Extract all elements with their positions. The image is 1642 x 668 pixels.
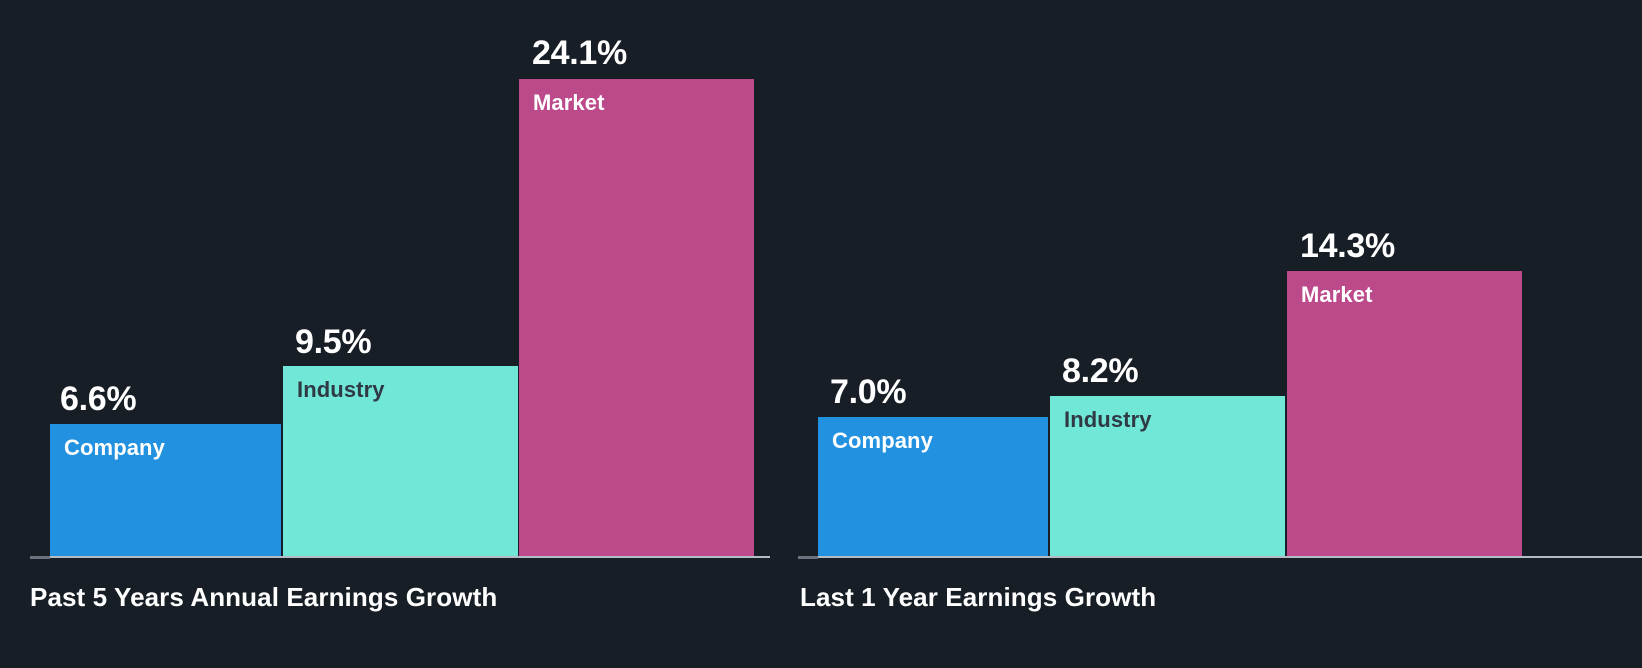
chart-panel-last-1-year: Company 7.0% Industry 8.2% Market 14.3% … [795,0,1642,668]
bar-label-company-left: Company [64,435,165,460]
plot-area-left: Company 6.6% Industry 9.5% Market 24.1% [0,0,800,557]
bar-value-company-right: 7.0% [830,373,907,411]
bar-value-industry-left: 9.5% [295,323,372,361]
bar-fill-market-right [1287,271,1522,557]
bar-label-company-right: Company [832,428,933,453]
bar-value-industry-right: 8.2% [1062,352,1139,390]
bar-label-industry-right: Industry [1064,407,1152,432]
bar-industry-right[interactable]: Industry [1050,396,1285,557]
chart-panel-past-5-years: Company 6.6% Industry 9.5% Market 24.1% … [0,0,800,668]
bar-fill-industry-left [283,366,518,557]
bar-value-market-right: 14.3% [1300,227,1395,265]
bar-company-right[interactable]: Company [818,417,1048,557]
bar-fill-market-left [519,79,754,557]
bar-fill-industry-right [1050,396,1285,557]
bar-fill-company-right [818,417,1048,557]
bar-label-industry-left: Industry [297,377,385,402]
bar-market-right[interactable]: Market [1287,271,1522,557]
axis-baseline-left [50,556,770,558]
bar-value-market-left: 24.1% [532,34,627,72]
axis-tick-right [798,556,818,559]
chart-title-last-1-year: Last 1 Year Earnings Growth [800,582,1157,612]
bar-company-left[interactable]: Company [50,424,281,557]
bar-market-left[interactable]: Market [519,79,754,557]
bar-fill-company-left [50,424,281,557]
chart-title-past-5-years: Past 5 Years Annual Earnings Growth [30,582,498,612]
axis-tick-left [30,556,50,559]
bar-value-company-left: 6.6% [60,380,137,418]
bar-label-market-right: Market [1301,282,1373,307]
plot-area-right: Company 7.0% Industry 8.2% Market 14.3% [795,0,1642,557]
bar-industry-left[interactable]: Industry [283,366,518,557]
bar-label-market-left: Market [533,90,605,115]
axis-baseline-right [818,556,1642,558]
